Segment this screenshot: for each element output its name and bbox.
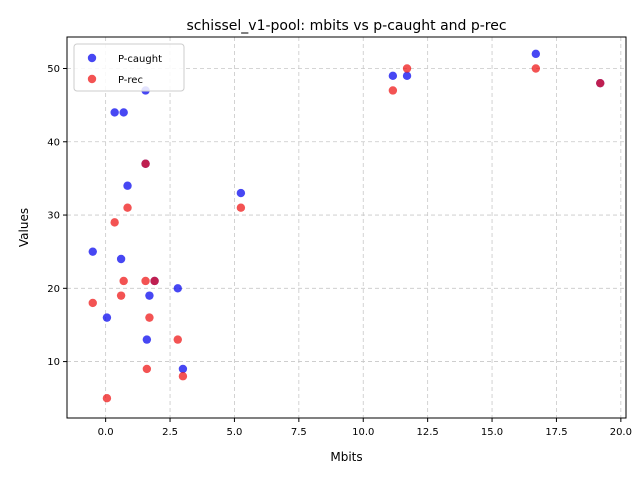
- x-axis-ticks: 0.0 2.5 5.0 7.5 10.0 12.5 15.0 17.5 20.0: [98, 418, 632, 438]
- data-point: [178, 364, 188, 374]
- data-point: [142, 364, 152, 374]
- data-point: [102, 313, 112, 322]
- y-tick-label: 20: [47, 284, 60, 295]
- data-point: [141, 159, 150, 168]
- x-tick-label: 15.0: [481, 427, 503, 438]
- series-p-rec: [88, 64, 605, 403]
- x-tick-label: 10.0: [352, 427, 374, 438]
- plot-frame: [66, 36, 627, 419]
- data-point: [119, 276, 128, 286]
- x-tick-label: 5.0: [226, 427, 242, 438]
- y-axis-ticks: 10 20 30 40 50: [47, 64, 67, 368]
- data-point: [123, 181, 132, 190]
- data-point: [402, 64, 412, 73]
- y-tick-label: 40: [47, 137, 60, 148]
- data-point: [402, 71, 412, 81]
- x-tick-label: 12.5: [417, 427, 439, 438]
- x-tick-label: 20.0: [610, 427, 632, 438]
- y-tick-label: 30: [47, 211, 60, 222]
- data-point: [236, 203, 246, 212]
- data-point: [119, 108, 128, 117]
- legend-marker: [87, 74, 97, 84]
- legend-marker: [87, 53, 97, 63]
- legend-label: P-caught: [118, 54, 162, 65]
- data-point: [88, 298, 97, 308]
- legend-label: P-rec: [118, 75, 143, 86]
- data-point: [123, 203, 132, 212]
- x-tick-label: 7.5: [291, 427, 307, 438]
- x-tick-label: 2.5: [162, 427, 178, 438]
- data-point: [145, 313, 154, 322]
- x-axis-label: Mbits: [330, 450, 362, 464]
- x-tick-label: 0.0: [98, 427, 114, 438]
- data-point: [116, 291, 126, 300]
- data-point: [178, 372, 188, 381]
- y-tick-label: 50: [47, 64, 60, 75]
- legend: P-caught P-rec: [73, 43, 185, 92]
- data-point: [110, 108, 119, 117]
- data-point: [116, 254, 126, 264]
- data-point: [173, 284, 182, 293]
- data-point: [150, 276, 159, 286]
- data-point: [596, 78, 605, 88]
- data-points: [88, 49, 605, 403]
- data-point: [236, 188, 246, 198]
- data-point: [531, 64, 541, 73]
- data-point: [141, 276, 150, 286]
- chart-title: schissel_v1-pool: mbits vs p-caught and …: [186, 18, 506, 34]
- data-point: [102, 394, 112, 403]
- grid-lines: [67, 37, 626, 418]
- data-point: [388, 71, 398, 81]
- data-point: [110, 218, 119, 227]
- data-point: [388, 86, 398, 95]
- data-point: [142, 335, 152, 344]
- x-tick-label: 17.5: [545, 427, 567, 438]
- data-point: [88, 247, 97, 256]
- y-tick-label: 10: [47, 357, 60, 368]
- legend-box: [73, 43, 185, 92]
- data-point: [173, 335, 182, 344]
- data-point: [531, 49, 541, 59]
- y-axis-label: Values: [17, 208, 31, 247]
- data-point: [145, 291, 154, 300]
